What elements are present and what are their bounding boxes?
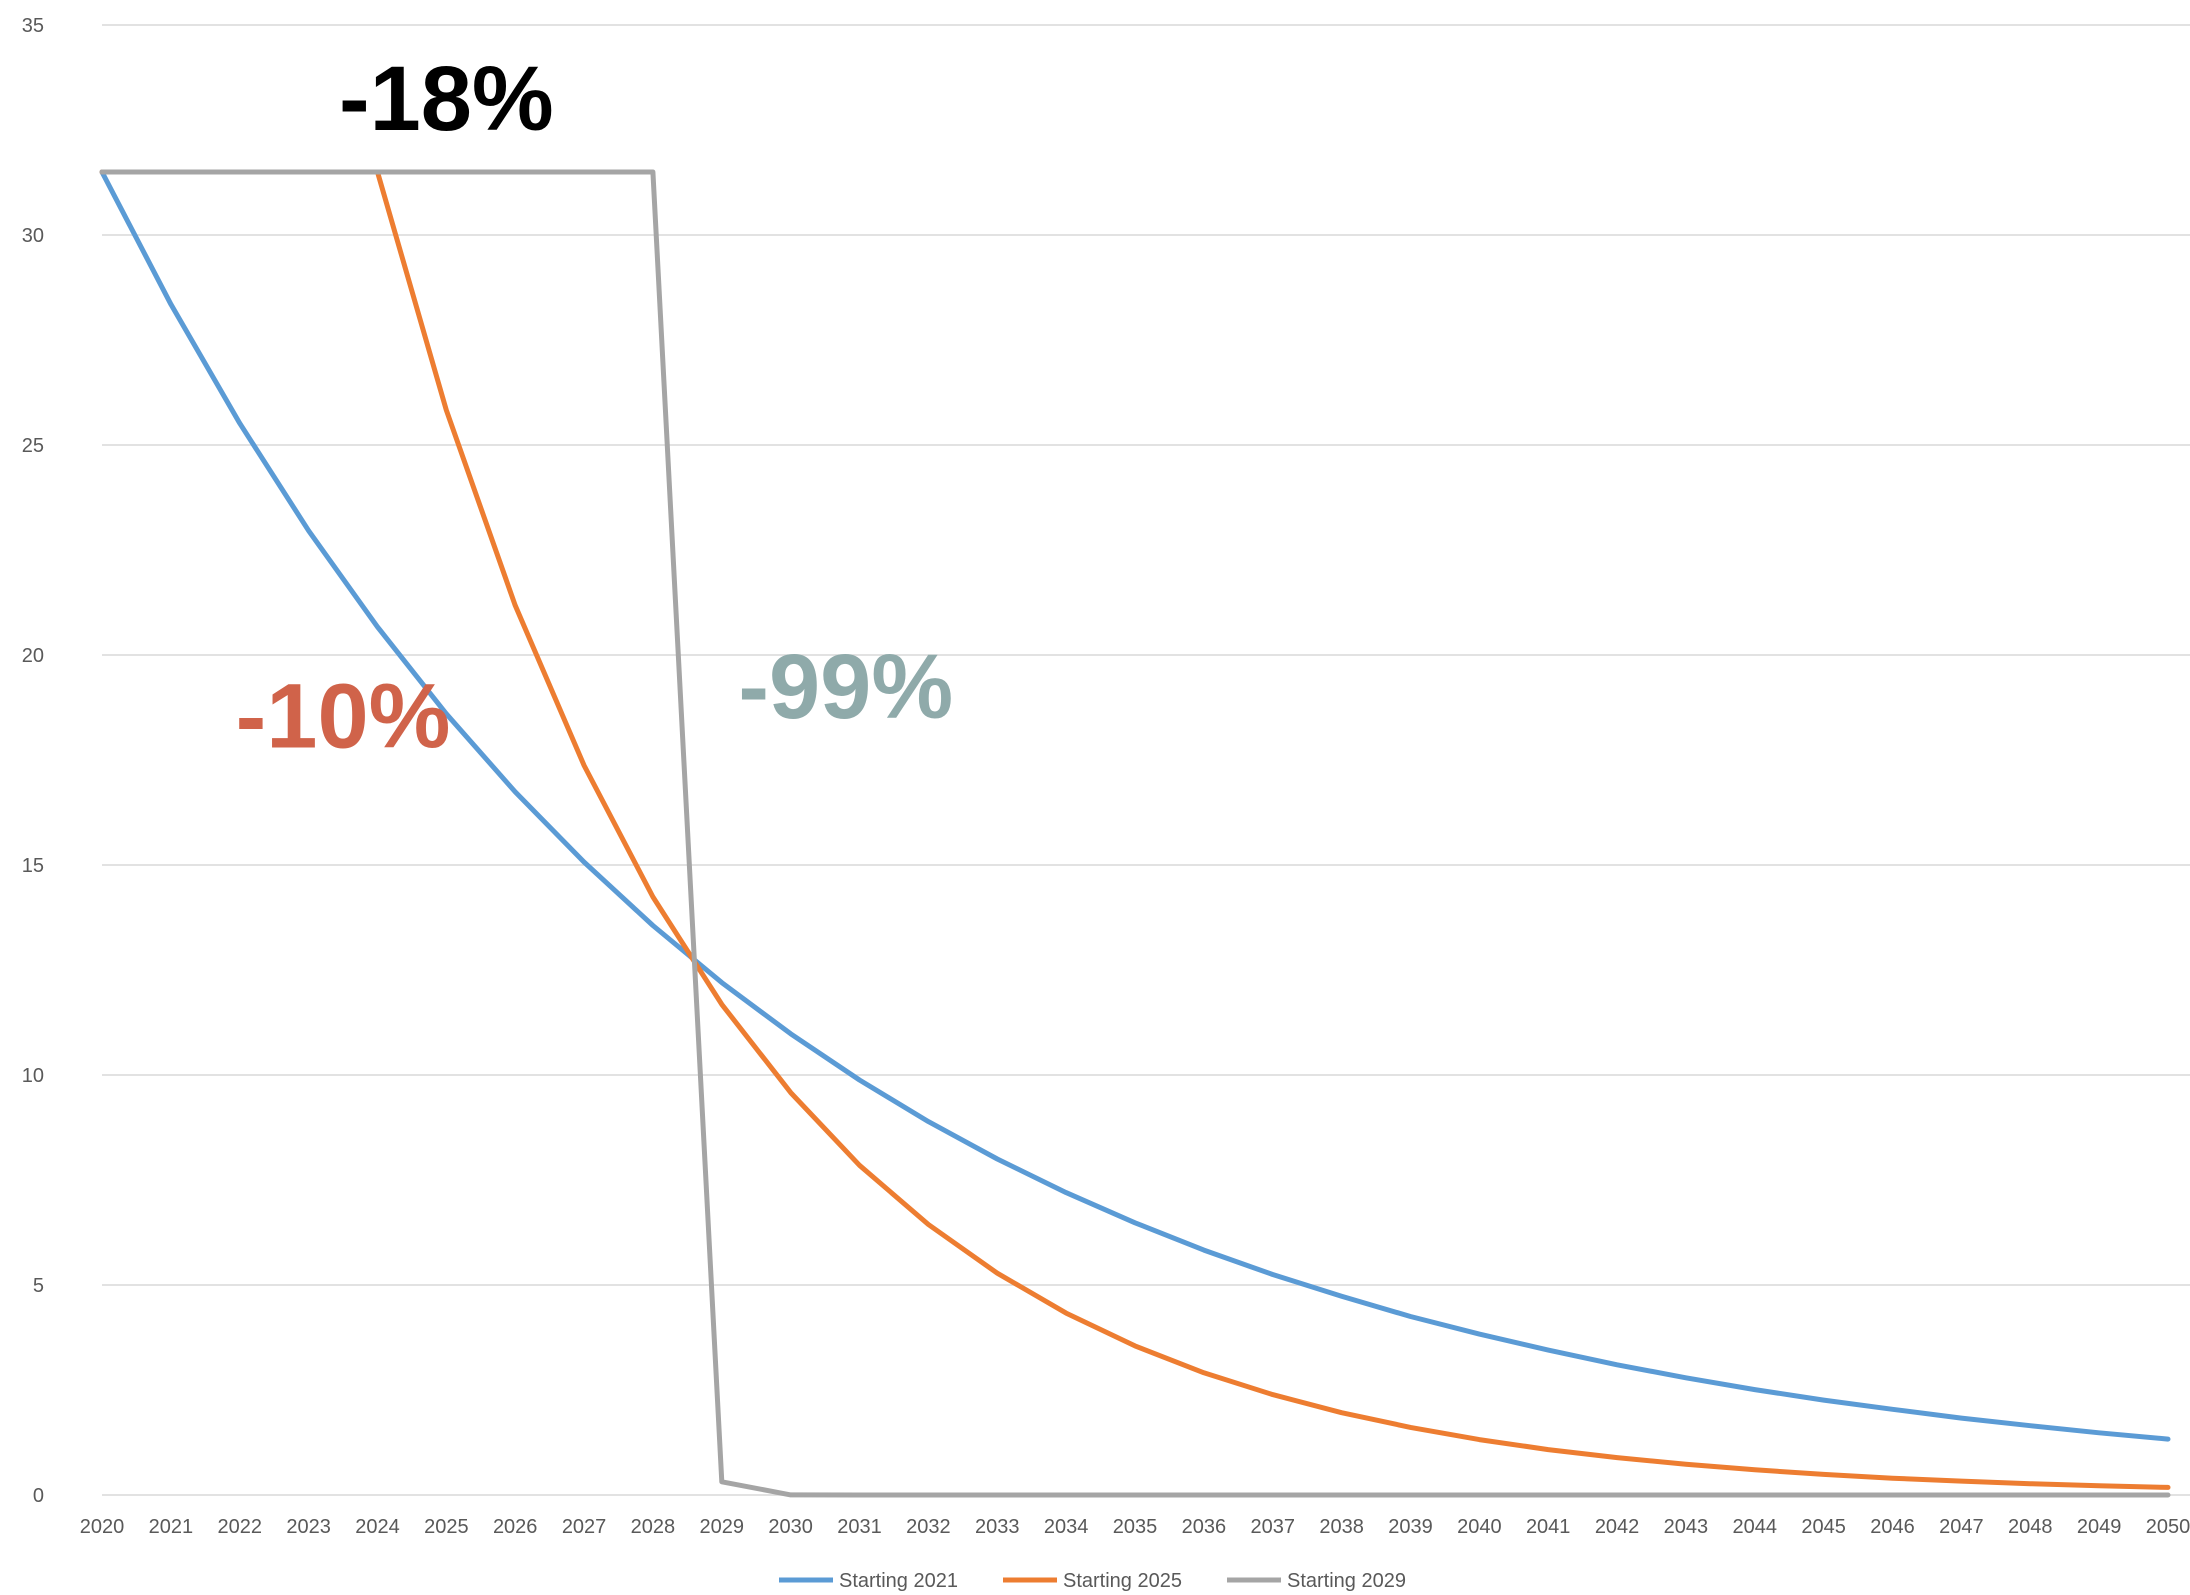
annotation-label-3: -99%: [738, 636, 953, 738]
y-tick-label: 5: [33, 1275, 44, 1297]
x-tick-label: 2049: [2077, 1516, 2122, 1538]
x-tick-label: 2043: [1664, 1516, 1709, 1538]
x-tick-label: 2047: [1939, 1516, 1984, 1538]
series-line-1: [99, 169, 2171, 1442]
x-tick-label: 2025: [424, 1516, 469, 1538]
y-tick-label: 35: [22, 15, 44, 37]
x-tick-label: 2050: [2146, 1516, 2190, 1538]
series-line-2: [99, 169, 2171, 1490]
x-tick-label: 2020: [80, 1516, 125, 1538]
legend: Starting 2021 Starting 2025 Starting 2029: [779, 1570, 1406, 1592]
x-tick-label: 2045: [1801, 1516, 1846, 1538]
series-line-3: [99, 169, 2171, 1498]
x-tick-label: 2042: [1595, 1516, 1640, 1538]
x-tick-label: 2031: [837, 1516, 882, 1538]
annotation-label-2: -10%: [236, 665, 451, 767]
x-tick-label: 2035: [1113, 1516, 1158, 1538]
annotations: -18% -10% -99%: [236, 48, 954, 767]
x-tick-label: 2036: [1182, 1516, 1227, 1538]
x-tick-label: 2032: [906, 1516, 951, 1538]
x-tick-label: 2038: [1319, 1516, 1364, 1538]
y-tick-label: 0: [33, 1485, 44, 1507]
x-tick-label: 2034: [1044, 1516, 1089, 1538]
x-tick-label: 2028: [631, 1516, 676, 1538]
annotation-label-1: -18%: [339, 48, 554, 150]
x-axis-ticks: 2020 2021 2022 2023 2024 2025 2026 2027 2028 2029…: [80, 1516, 2190, 1538]
series-lines: [99, 169, 2171, 1498]
x-tick-label: 2024: [355, 1516, 400, 1538]
y-tick-label: 20: [22, 645, 44, 667]
legend-label-1: Starting 2021: [839, 1570, 958, 1592]
x-tick-label: 2021: [149, 1516, 194, 1538]
legend-label-2: Starting 2025: [1063, 1570, 1182, 1592]
y-tick-label: 10: [22, 1065, 44, 1087]
x-tick-label: 2046: [1870, 1516, 1915, 1538]
x-tick-label: 2037: [1250, 1516, 1295, 1538]
x-tick-label: 2022: [217, 1516, 262, 1538]
gridlines: [102, 24, 2190, 1496]
x-tick-label: 2033: [975, 1516, 1020, 1538]
x-tick-label: 2039: [1388, 1516, 1433, 1538]
x-tick-label: 2048: [2008, 1516, 2053, 1538]
y-tick-label: 30: [22, 225, 44, 247]
x-tick-label: 2040: [1457, 1516, 1502, 1538]
legend-label-3: Starting 2029: [1287, 1570, 1406, 1592]
x-tick-label: 2026: [493, 1516, 538, 1538]
y-tick-label: 15: [22, 855, 44, 877]
x-tick-label: 2044: [1733, 1516, 1778, 1538]
x-tick-label: 2027: [562, 1516, 607, 1538]
y-tick-label: 25: [22, 435, 44, 457]
y-axis-ticks: 0 5 10 15 20 25 30 35: [22, 15, 44, 1507]
x-tick-label: 2023: [286, 1516, 331, 1538]
x-tick-label: 2029: [700, 1516, 745, 1538]
x-tick-label: 2041: [1526, 1516, 1571, 1538]
x-tick-label: 2030: [768, 1516, 813, 1538]
